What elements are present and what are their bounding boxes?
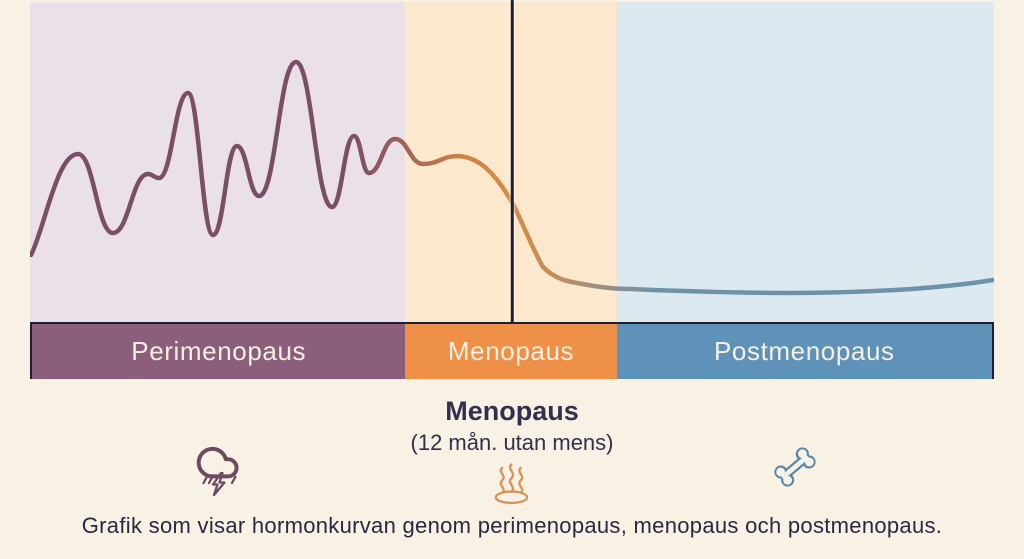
hormone-curve xyxy=(30,59,994,296)
menopause-marker-line xyxy=(510,0,514,322)
bone-icon xyxy=(767,439,823,495)
phase-band-perimenopaus: Perimenopaus xyxy=(32,324,406,379)
hormone-chart xyxy=(30,0,994,322)
phase-bands: Perimenopaus Menopaus Postmenopaus xyxy=(30,322,994,379)
phase-band-postmenopaus: Postmenopaus xyxy=(616,324,992,379)
phase-band-label: Menopaus xyxy=(447,336,575,366)
phase-band-label: Postmenopaus xyxy=(713,336,895,366)
phase-background-postmenopaus xyxy=(617,2,994,322)
heat-waves-icon xyxy=(488,462,535,506)
chart-caption: Grafik som visar hormonkurvan genom peri… xyxy=(81,513,943,538)
phase-band-label: Perimenopaus xyxy=(131,336,307,366)
storm-cloud-icon xyxy=(192,441,244,499)
menopause-annotation-subtitle: (12 mån. utan mens) xyxy=(410,430,614,455)
menopause-annotation: Menopaus (12 mån. utan mens) xyxy=(411,396,614,456)
menopause-annotation-title: Menopaus xyxy=(445,396,579,426)
phase-band-menopaus: Menopaus xyxy=(405,324,617,379)
hormone-curve-path xyxy=(30,59,994,296)
